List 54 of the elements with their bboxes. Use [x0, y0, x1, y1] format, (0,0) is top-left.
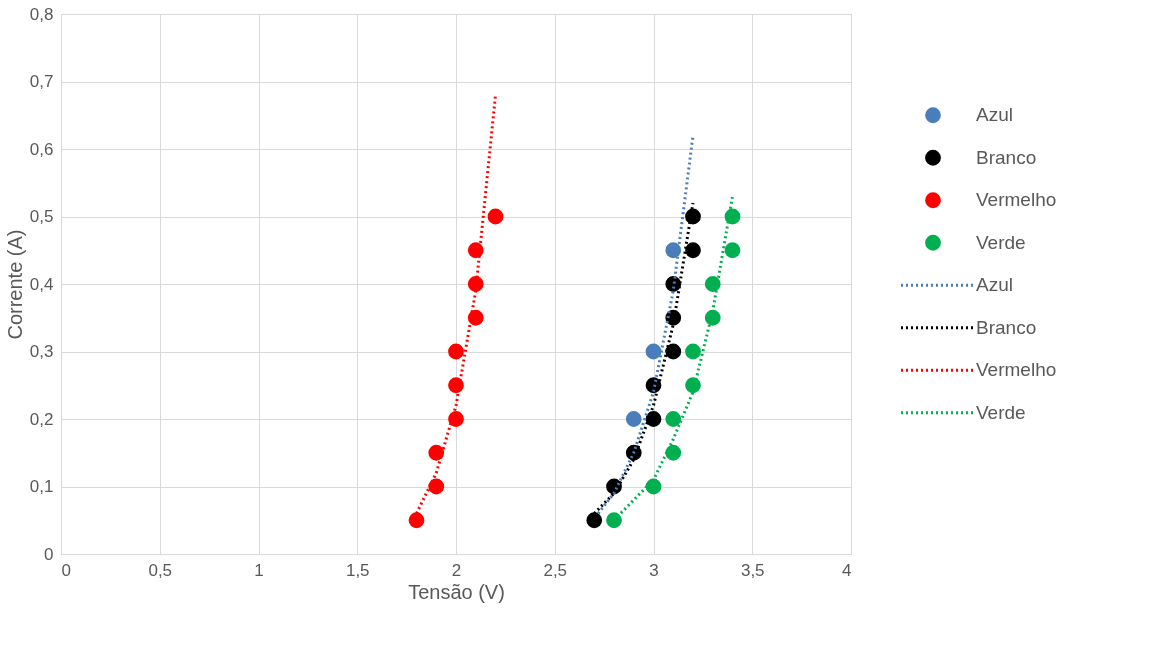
y-tick-label: 0,5: [29, 207, 54, 226]
legend-label: Azul: [976, 104, 1013, 126]
y-tick-label: 0,8: [29, 4, 54, 24]
point: [704, 309, 721, 326]
point: [625, 411, 642, 427]
point: [448, 343, 464, 360]
point: [467, 309, 484, 326]
x-tick-label: 2: [451, 560, 462, 580]
point: [685, 208, 701, 225]
point: [467, 276, 484, 292]
legend-label: Vermelho: [976, 189, 1057, 211]
point: [685, 377, 701, 394]
legend-label: Branco: [976, 316, 1037, 338]
point: [448, 411, 464, 427]
point: [408, 512, 425, 529]
x-axis-title: Tensão (V): [408, 580, 505, 603]
legend-label: Branco: [976, 146, 1037, 168]
y-tick-label: 0,1: [29, 477, 54, 496]
point: [428, 478, 445, 495]
legend-label: Azul: [976, 274, 1013, 296]
x-tick-label: 3: [649, 560, 659, 580]
point: [645, 411, 662, 427]
point: [665, 242, 682, 259]
point: [685, 242, 701, 259]
point: [448, 377, 464, 394]
x-tick-label: 3,5: [740, 560, 765, 580]
x-tick-label: 1: [254, 560, 264, 580]
point: [665, 411, 682, 427]
point: [586, 512, 603, 529]
point: [704, 276, 721, 292]
y-tick-label: 0,4: [29, 274, 54, 294]
x-tick-label: 0: [61, 560, 71, 580]
point: [665, 343, 682, 360]
x-tick-label: 4: [842, 560, 852, 580]
y-tick-label: 0,3: [29, 342, 54, 361]
x-tick-label: 1,5: [345, 560, 370, 580]
point: [428, 444, 445, 461]
y-axis-title: Corrente (A): [3, 229, 26, 340]
y-tick-label: 0,7: [29, 72, 54, 91]
point: [724, 242, 741, 259]
point: [645, 343, 662, 360]
legend-label: Verde: [976, 401, 1026, 423]
legend-label: Verde: [976, 231, 1026, 253]
y-tick-label: 0,6: [29, 139, 54, 159]
point: [685, 343, 701, 360]
point: [487, 208, 504, 225]
legend-label: Vermelho: [976, 359, 1057, 381]
x-tick-label: 2,5: [543, 560, 568, 580]
y-tick-label: 0: [44, 544, 54, 564]
point: [606, 512, 622, 529]
x-tick-label: 0,5: [148, 560, 173, 580]
y-tick-label: 0,2: [29, 409, 54, 429]
point: [467, 242, 484, 259]
point: [665, 444, 682, 461]
